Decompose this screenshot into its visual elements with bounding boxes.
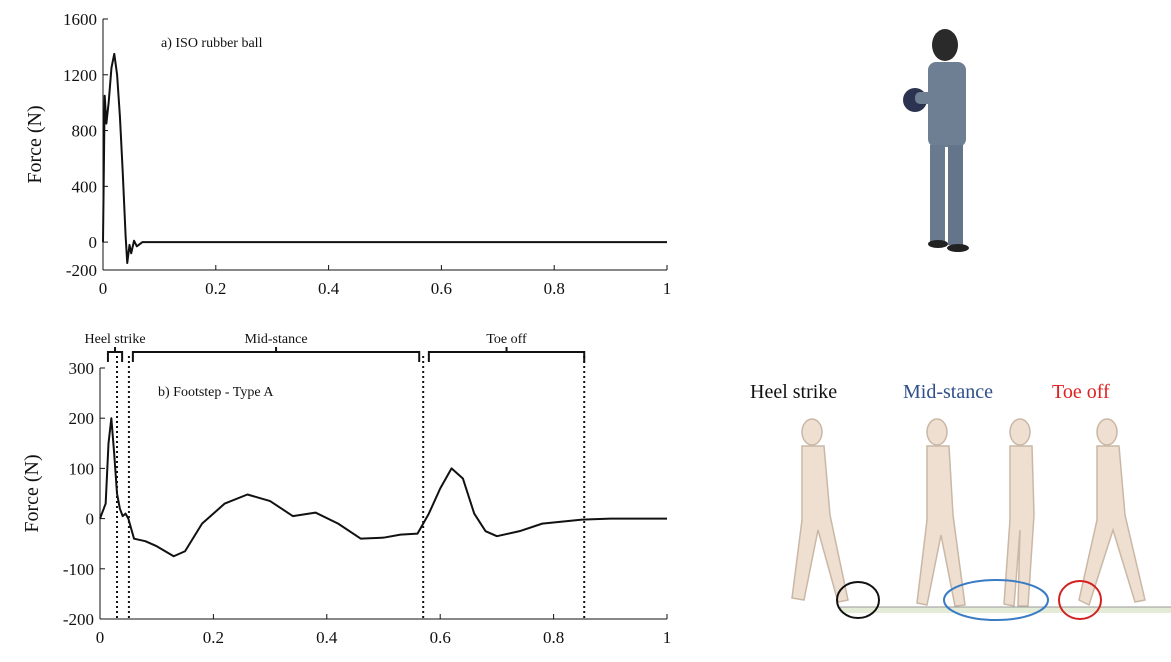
y-tick-label: -100 xyxy=(63,560,94,579)
annotation: b) Footstep - Type A xyxy=(158,385,274,400)
man-illustration xyxy=(903,29,969,252)
y-axis-label: Force (N) xyxy=(24,105,46,183)
y-tick-label: 100 xyxy=(69,459,95,478)
ground xyxy=(840,607,1171,613)
toe-circle xyxy=(1058,580,1102,620)
force-line xyxy=(102,52,667,265)
x-tick-label: 0 xyxy=(99,279,108,298)
illustration-label: Mid-stance xyxy=(903,381,993,403)
phase-label: Mid-stance xyxy=(245,332,308,347)
force-line xyxy=(99,417,667,558)
x-tick-label: 0.2 xyxy=(203,628,224,647)
phase-bracket xyxy=(131,347,421,362)
y-tick-label: -200 xyxy=(63,610,94,629)
y-tick-label: 1200 xyxy=(63,66,97,85)
y-tick-label: 200 xyxy=(69,409,95,428)
illustration-label: Heel strike xyxy=(750,381,837,403)
phase-label: Heel strike xyxy=(85,332,146,347)
y-tick-label: 0 xyxy=(89,233,98,252)
y-tick-label: 400 xyxy=(72,177,98,196)
heel-circle xyxy=(836,581,880,619)
x-tick-label: 1 xyxy=(663,279,672,298)
phase-label: Toe off xyxy=(486,332,527,347)
annotation: a) ISO rubber ball xyxy=(161,36,263,51)
y-axis-label: Force (N) xyxy=(21,454,43,532)
y-tick-label: 800 xyxy=(72,122,98,141)
y-tick-label: 0 xyxy=(86,510,95,529)
x-tick-label: 0.8 xyxy=(543,628,564,647)
y-tick-label: -200 xyxy=(66,261,97,280)
phase-bracket xyxy=(427,347,586,362)
x-tick-label: 0.6 xyxy=(431,279,452,298)
x-tick-label: 0 xyxy=(96,628,105,647)
phase-bracket xyxy=(106,347,124,362)
y-tick-label: 300 xyxy=(69,359,95,378)
x-tick-label: 0.8 xyxy=(544,279,565,298)
x-tick-label: 0.4 xyxy=(318,279,340,298)
x-tick-label: 0.4 xyxy=(316,628,338,647)
walking-illustration xyxy=(791,418,1146,607)
x-tick-label: 0.6 xyxy=(430,628,451,647)
y-tick-label: 1600 xyxy=(63,10,97,29)
x-tick-label: 0.2 xyxy=(205,279,226,298)
x-tick-label: 1 xyxy=(663,628,672,647)
illustration-label: Toe off xyxy=(1052,381,1110,403)
mid-circle xyxy=(943,579,1049,621)
